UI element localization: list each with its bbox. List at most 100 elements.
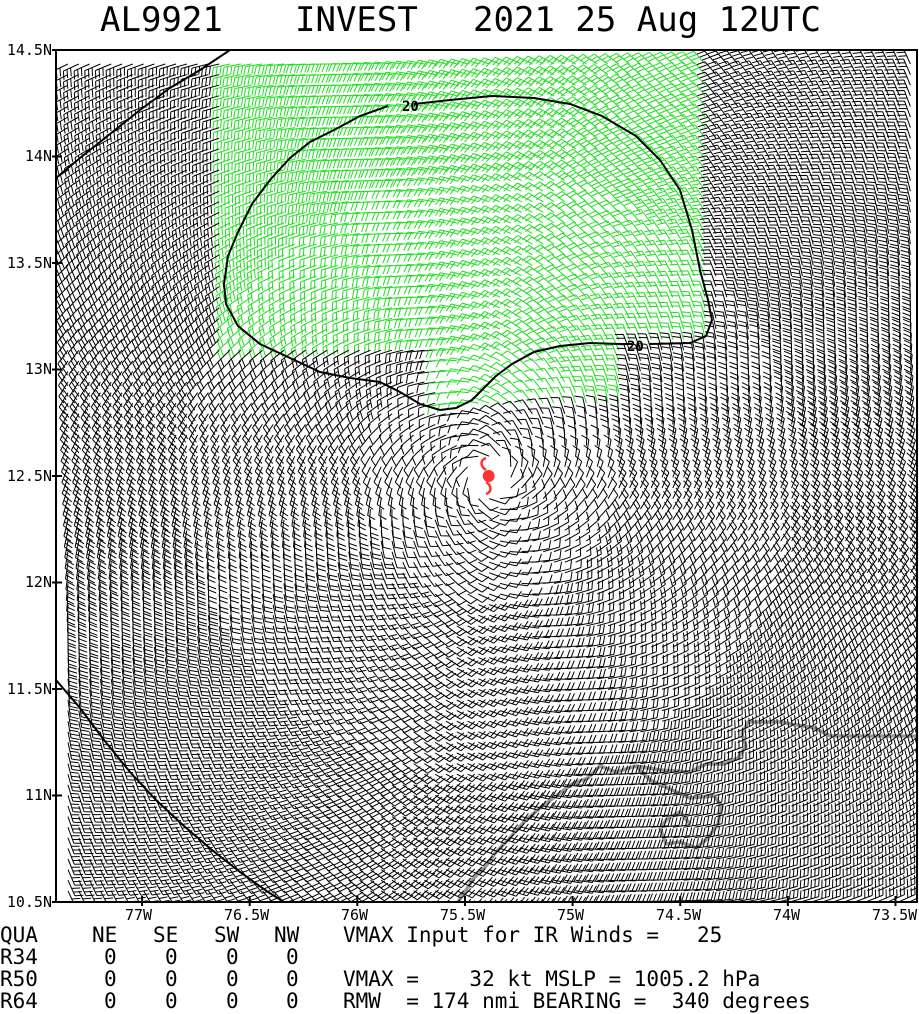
wind-barb <box>340 243 360 256</box>
wind-barb <box>532 585 553 595</box>
wind-barb <box>467 582 490 593</box>
wind-barb <box>652 51 674 65</box>
wind-barb <box>657 281 674 298</box>
wind-barb <box>236 275 252 293</box>
wind-barb <box>565 96 587 107</box>
wind-barb <box>212 105 231 120</box>
wind-barb <box>611 271 631 287</box>
wind-barb <box>694 552 707 574</box>
wind-barb <box>214 211 231 228</box>
wind-barb <box>478 363 501 372</box>
wind-barb <box>607 578 624 595</box>
wind-barb <box>201 105 220 120</box>
wind-barb <box>330 264 349 278</box>
wind-barb <box>351 254 371 266</box>
wind-barb <box>664 135 684 150</box>
wind-barb <box>511 338 533 351</box>
wind-barb <box>709 144 728 160</box>
wind-barb <box>269 317 285 337</box>
wind-barb <box>683 619 699 637</box>
wind-barb <box>108 254 123 274</box>
wind-barb <box>365 360 382 377</box>
wind-barb <box>351 243 371 255</box>
wind-barb <box>807 111 825 128</box>
wind-barb <box>619 63 641 75</box>
wind-barb <box>704 640 721 659</box>
wind-barb <box>424 80 447 91</box>
wind-barb <box>445 196 468 206</box>
wind-barb <box>397 402 414 420</box>
wind-barb <box>753 133 771 150</box>
wind-barb <box>158 74 177 89</box>
wind-barb <box>278 264 295 281</box>
wind-barb <box>543 65 566 76</box>
wind-barb <box>785 80 803 97</box>
wind-barb <box>298 222 317 236</box>
wind-barb <box>672 630 689 648</box>
wind-barb <box>790 268 803 287</box>
wind-barb <box>348 625 366 642</box>
wind-barb <box>56 63 69 79</box>
wind-barb <box>818 69 836 86</box>
wind-barb <box>898 194 911 213</box>
wind-barb <box>499 600 522 610</box>
wind-barb <box>663 82 684 97</box>
wind-barb <box>478 163 501 174</box>
wind-barb <box>778 247 793 266</box>
wind-barb <box>277 477 287 500</box>
wind-barb <box>521 684 544 694</box>
wind-barb <box>788 206 803 224</box>
wind-barb <box>372 455 382 478</box>
wind-barb <box>686 134 706 150</box>
wind-barb <box>343 339 360 355</box>
wind-barb <box>798 185 814 202</box>
wind-barb <box>840 413 851 436</box>
wind-barb <box>297 148 317 160</box>
wind-barb <box>456 143 479 153</box>
wind-barb <box>629 599 646 616</box>
wind-barb <box>434 122 457 133</box>
wind-barb <box>235 190 252 206</box>
wind-barb <box>894 423 905 446</box>
wind-barb <box>56 95 69 111</box>
wind-barb <box>499 119 522 131</box>
wind-barb <box>236 264 252 282</box>
wind-barb <box>233 137 252 152</box>
wind-barb <box>668 281 685 298</box>
wind-barb <box>56 137 69 154</box>
wind-barb <box>267 233 285 248</box>
wind-barb <box>787 164 803 181</box>
wind-barb <box>456 593 479 605</box>
wind-barb <box>686 145 706 160</box>
wind-barb <box>456 185 479 195</box>
wind-barb <box>391 572 408 589</box>
wind-barb <box>340 455 350 478</box>
wind-barb <box>510 182 533 192</box>
wind-barb <box>317 63 338 73</box>
wind-barb <box>622 250 641 266</box>
wind-barb <box>106 519 117 542</box>
wind-barb <box>581 355 598 372</box>
wind-barb <box>707 71 728 86</box>
wind-barb <box>499 56 522 67</box>
wind-barb <box>150 254 166 274</box>
wind-barb <box>672 663 689 680</box>
wind-barb <box>823 257 836 277</box>
wind-barb <box>874 50 890 65</box>
wind-barb <box>402 60 425 70</box>
wind-barb <box>543 107 566 118</box>
wind-barb <box>677 228 695 245</box>
wind-barb <box>790 257 803 277</box>
wind-barb <box>500 350 522 362</box>
wind-barb <box>812 257 825 277</box>
wind-barb <box>646 281 663 298</box>
wind-barb <box>276 190 295 204</box>
wind-barb <box>598 178 620 192</box>
wind-barb <box>183 264 198 284</box>
wind-barb <box>619 52 641 65</box>
wind-barb <box>95 95 112 112</box>
wind-barb <box>511 328 533 340</box>
wind-barb <box>84 95 101 112</box>
wind-barb <box>319 243 339 257</box>
wind-barb <box>643 208 663 224</box>
